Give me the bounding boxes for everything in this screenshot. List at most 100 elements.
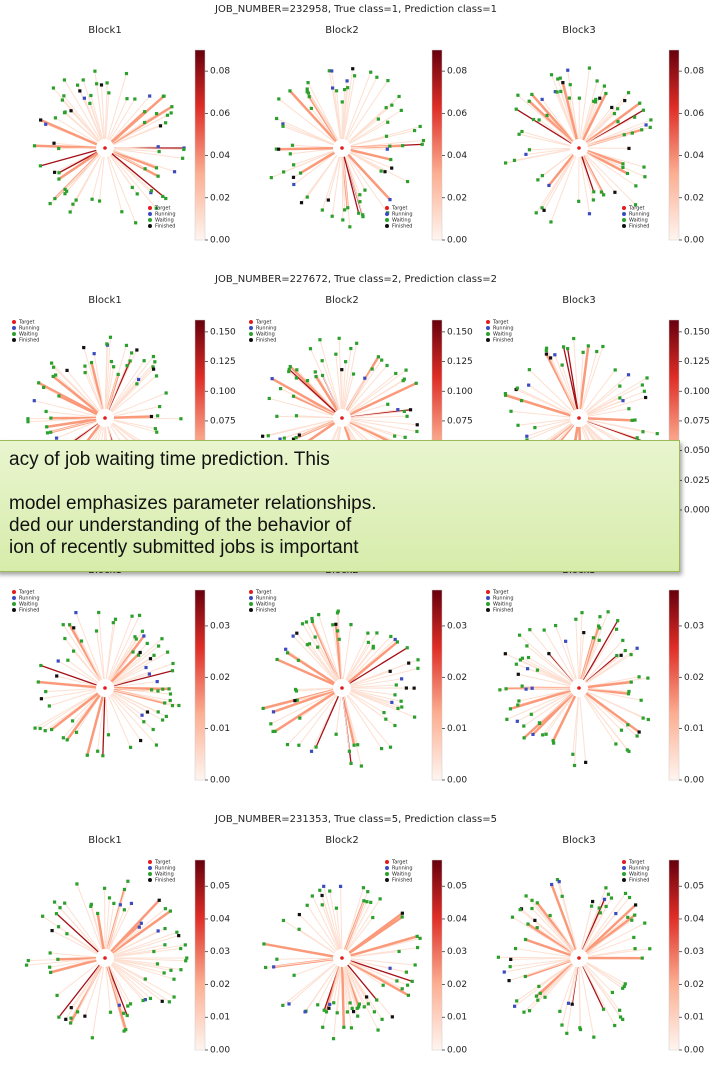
job <box>599 911 602 914</box>
job <box>556 77 559 80</box>
job <box>82 346 85 349</box>
job <box>634 184 637 187</box>
job <box>407 661 410 664</box>
row-title: JOB_NUMBER=232958, True class=1, Predict… <box>214 4 497 15</box>
job <box>138 614 141 617</box>
callout: acy of job waiting time prediction. This… <box>0 440 680 572</box>
job <box>363 377 366 380</box>
job <box>156 962 159 965</box>
legend-label: Finished <box>19 338 39 344</box>
job <box>291 144 294 147</box>
legend-label: Finished <box>493 338 513 344</box>
legend-marker <box>148 206 152 210</box>
job <box>588 66 591 69</box>
job <box>53 171 56 174</box>
job <box>400 700 403 703</box>
job <box>421 143 424 146</box>
job <box>578 97 581 100</box>
job <box>57 1016 60 1019</box>
job <box>105 81 108 84</box>
job <box>126 1004 129 1007</box>
job <box>524 894 527 897</box>
job <box>357 212 360 215</box>
job <box>415 382 418 385</box>
job <box>321 208 324 211</box>
block-title: Block3 <box>562 835 595 846</box>
job <box>371 367 374 370</box>
job <box>69 1021 72 1024</box>
job <box>592 1036 595 1039</box>
callout-line: acy of job waiting time prediction. This <box>9 449 679 471</box>
job <box>170 111 173 114</box>
job <box>161 1000 164 1003</box>
job <box>638 102 641 105</box>
legend-marker <box>148 218 152 222</box>
job <box>519 658 522 661</box>
job <box>83 97 86 100</box>
job <box>633 116 636 119</box>
job <box>289 365 292 368</box>
edge <box>64 80 105 148</box>
job <box>603 898 606 901</box>
job <box>155 374 158 377</box>
job <box>522 1011 525 1014</box>
job <box>513 159 516 162</box>
job <box>162 95 165 98</box>
job <box>62 94 65 97</box>
job <box>171 704 174 707</box>
legend-marker <box>249 608 253 612</box>
job <box>642 109 645 112</box>
legend-marker <box>486 590 490 594</box>
colorbar-label: 0.050 <box>684 446 710 456</box>
job <box>549 220 552 223</box>
job <box>150 415 153 418</box>
job <box>273 730 276 733</box>
job <box>621 166 624 169</box>
job <box>157 710 160 713</box>
job <box>389 746 392 749</box>
job <box>379 897 382 900</box>
job <box>46 431 49 434</box>
job <box>148 94 151 97</box>
legend-label: Finished <box>629 224 649 230</box>
job <box>125 72 128 75</box>
job <box>536 901 539 904</box>
job <box>141 630 144 633</box>
job <box>396 640 399 643</box>
job <box>108 896 111 899</box>
legend-marker <box>486 332 490 336</box>
job <box>541 174 544 177</box>
attention-plot <box>270 67 425 228</box>
job <box>524 153 527 156</box>
colorbar-label: 0.04 <box>210 151 230 161</box>
legend-marker <box>385 224 389 228</box>
job <box>503 970 506 973</box>
job <box>514 947 517 950</box>
job <box>177 704 180 707</box>
job <box>57 147 60 150</box>
job <box>545 352 548 355</box>
job <box>395 979 398 982</box>
job <box>628 896 631 899</box>
job <box>358 200 361 203</box>
job <box>598 615 601 618</box>
job <box>375 76 378 79</box>
job <box>130 351 133 354</box>
job <box>349 623 352 626</box>
job <box>542 209 545 212</box>
colorbar-label: 0.06 <box>447 109 467 119</box>
job <box>295 414 298 417</box>
job <box>526 667 529 670</box>
job <box>413 716 416 719</box>
job <box>626 172 629 175</box>
job <box>413 687 416 690</box>
job <box>156 175 159 178</box>
job <box>292 163 295 166</box>
job <box>289 152 292 155</box>
legend-marker <box>622 860 626 864</box>
job <box>383 170 386 173</box>
job <box>614 912 617 915</box>
job <box>627 690 630 693</box>
job <box>348 750 351 753</box>
